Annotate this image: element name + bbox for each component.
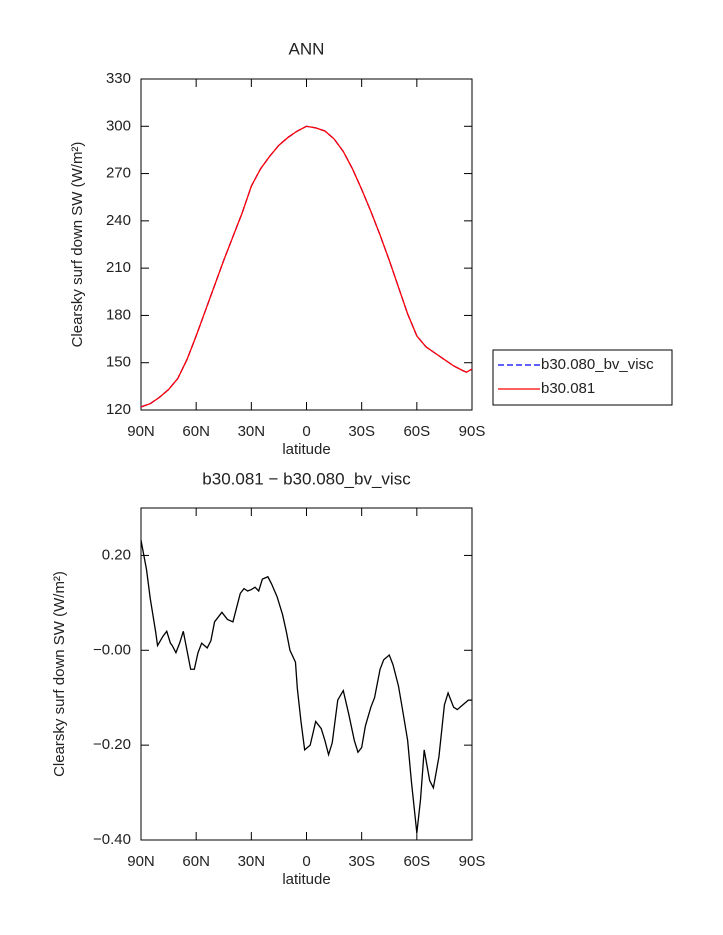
- x-tick-label: 60N: [182, 853, 210, 870]
- x-axis-label: latitude: [282, 871, 330, 888]
- chart-title: ANN: [289, 39, 325, 58]
- chart-title: b30.081 − b30.080_bv_visc: [202, 469, 411, 488]
- x-tick-label: 60S: [403, 423, 430, 440]
- y-axis-label: Clearsky surf down SW (W/m²): [69, 142, 86, 348]
- plot-frame: [140, 78, 473, 411]
- y-tick-label: 240: [106, 212, 131, 229]
- y-tick-label: −0.20: [93, 736, 131, 753]
- y-axis-label: Clearsky surf down SW (W/m²): [51, 571, 68, 777]
- y-tick-label: 150: [106, 354, 131, 371]
- y-tick-label: 270: [106, 165, 131, 182]
- x-tick-label: 30S: [348, 423, 375, 440]
- x-axis-label: latitude: [282, 441, 330, 458]
- x-tick-label: 90N: [127, 423, 155, 440]
- y-tick-label: −0.00: [93, 641, 131, 658]
- x-tick-label: 30N: [238, 853, 266, 870]
- x-tick-label: 0: [302, 853, 310, 870]
- y-tick-label: −0.40: [93, 831, 131, 848]
- x-tick-label: 90N: [127, 853, 155, 870]
- y-tick-label: 210: [106, 259, 131, 276]
- legend-label: b30.081: [541, 380, 595, 397]
- x-tick-label: 60S: [403, 853, 430, 870]
- plot-frame: [140, 507, 473, 841]
- y-tick-label: 0.20: [102, 546, 131, 563]
- x-tick-label: 60N: [182, 423, 210, 440]
- legend-label: b30.080_bv_visc: [541, 356, 654, 373]
- data-line: [140, 125, 473, 408]
- data-line: [140, 540, 472, 833]
- x-tick-label: 30S: [348, 853, 375, 870]
- y-tick-label: 120: [106, 401, 131, 418]
- x-tick-label: 30N: [238, 423, 266, 440]
- y-tick-label: 180: [106, 306, 131, 323]
- data-line: [140, 125, 473, 408]
- y-tick-label: 300: [106, 117, 131, 134]
- x-tick-label: 0: [302, 423, 310, 440]
- x-tick-label: 90S: [459, 423, 486, 440]
- legend-box: [492, 349, 673, 406]
- x-tick-label: 90S: [459, 853, 486, 870]
- y-tick-label: 330: [106, 70, 131, 87]
